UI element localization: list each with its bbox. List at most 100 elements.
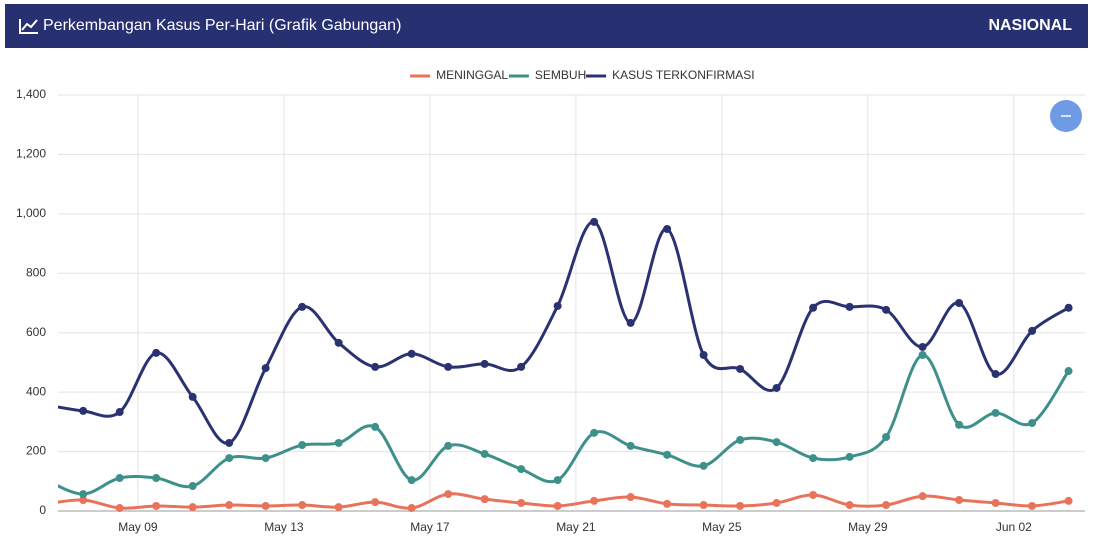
data-point [261, 364, 270, 373]
data-point [626, 441, 635, 450]
data-point [115, 504, 124, 513]
data-point [809, 454, 818, 463]
data-point [1028, 326, 1037, 335]
data-point [261, 501, 270, 510]
series-line [58, 353, 1070, 496]
data-point [517, 465, 526, 474]
data-point [699, 501, 708, 510]
data-point [261, 454, 270, 463]
data-point [626, 493, 635, 502]
data-point [590, 496, 599, 505]
chart-icon [19, 19, 38, 34]
data-point [371, 362, 380, 371]
data-point [699, 461, 708, 470]
data-point [553, 476, 562, 485]
data-point [626, 318, 635, 327]
data-point [517, 498, 526, 507]
data-point [334, 438, 343, 447]
data-point [918, 492, 927, 501]
data-point [152, 348, 161, 357]
y-tick-label: 600 [26, 325, 46, 339]
y-tick-label: 0 [39, 503, 46, 517]
data-point [517, 362, 526, 371]
legend-label: SEMBUH [535, 68, 586, 82]
data-point [334, 503, 343, 512]
data-point [444, 362, 453, 371]
data-point [736, 435, 745, 444]
data-point [1028, 419, 1037, 428]
data-point [444, 441, 453, 450]
data-point [188, 503, 197, 512]
data-point [918, 342, 927, 351]
data-point [225, 438, 234, 447]
data-point [991, 370, 1000, 379]
data-point [225, 501, 234, 510]
x-tick-label: May 29 [848, 520, 888, 534]
y-tick-label: 1,000 [16, 206, 46, 220]
y-tick-label: 1,400 [16, 87, 46, 101]
x-tick-label: May 21 [556, 520, 596, 534]
data-point [371, 422, 380, 431]
data-point [955, 299, 964, 307]
x-tick-label: May 13 [264, 520, 304, 534]
data-point [79, 490, 88, 499]
x-tick-label: May 09 [118, 520, 158, 534]
data-point [444, 490, 453, 499]
data-point [590, 428, 599, 437]
data-point [1028, 501, 1037, 510]
data-point [43, 401, 51, 409]
data-point [1064, 303, 1073, 312]
data-point [480, 449, 489, 458]
data-point [991, 408, 1000, 417]
data-point [955, 496, 964, 505]
data-point [79, 496, 88, 505]
data-point [115, 474, 124, 483]
data-point [225, 454, 234, 463]
data-point [663, 450, 672, 459]
data-point [809, 490, 818, 499]
data-point [845, 501, 854, 510]
data-point [772, 498, 781, 507]
x-tick-label: Jun 02 [996, 520, 1032, 534]
data-point [152, 501, 161, 510]
data-point [736, 501, 745, 510]
y-tick-label: 1,200 [16, 147, 46, 161]
data-point [772, 438, 781, 447]
legend-label: MENINGGAL [436, 68, 508, 82]
data-point [371, 498, 380, 507]
data-point [772, 383, 781, 392]
data-point [590, 217, 599, 226]
data-point [298, 501, 307, 510]
data-point [43, 476, 51, 484]
data-point [1064, 496, 1073, 505]
data-point [736, 364, 745, 373]
data-point [699, 351, 708, 359]
data-point [553, 301, 562, 310]
data-point [334, 338, 343, 347]
data-point [1064, 367, 1073, 376]
legend-label: KASUS TERKONFIRMASI [612, 68, 754, 82]
data-point [79, 406, 88, 415]
data-point [991, 498, 1000, 507]
data-point [955, 420, 964, 429]
data-point [407, 504, 416, 513]
data-point [298, 302, 307, 311]
data-point [809, 303, 818, 312]
data-point [298, 441, 307, 450]
y-tick-label: 400 [26, 384, 46, 398]
x-tick-label: May 17 [410, 520, 450, 534]
data-point [115, 408, 124, 417]
data-point [663, 499, 672, 508]
header: Perkembangan Kasus Per-Hari (Grafik Gabu… [5, 4, 1088, 48]
data-point [407, 349, 416, 358]
data-point [480, 495, 489, 504]
data-point [407, 476, 416, 485]
header-title: Perkembangan Kasus Per-Hari (Grafik Gabu… [43, 17, 402, 34]
data-point [918, 351, 927, 359]
x-tick-label: May 25 [702, 520, 742, 534]
data-point [882, 305, 891, 314]
header-badge: NASIONAL [988, 17, 1072, 34]
data-point [188, 392, 197, 401]
